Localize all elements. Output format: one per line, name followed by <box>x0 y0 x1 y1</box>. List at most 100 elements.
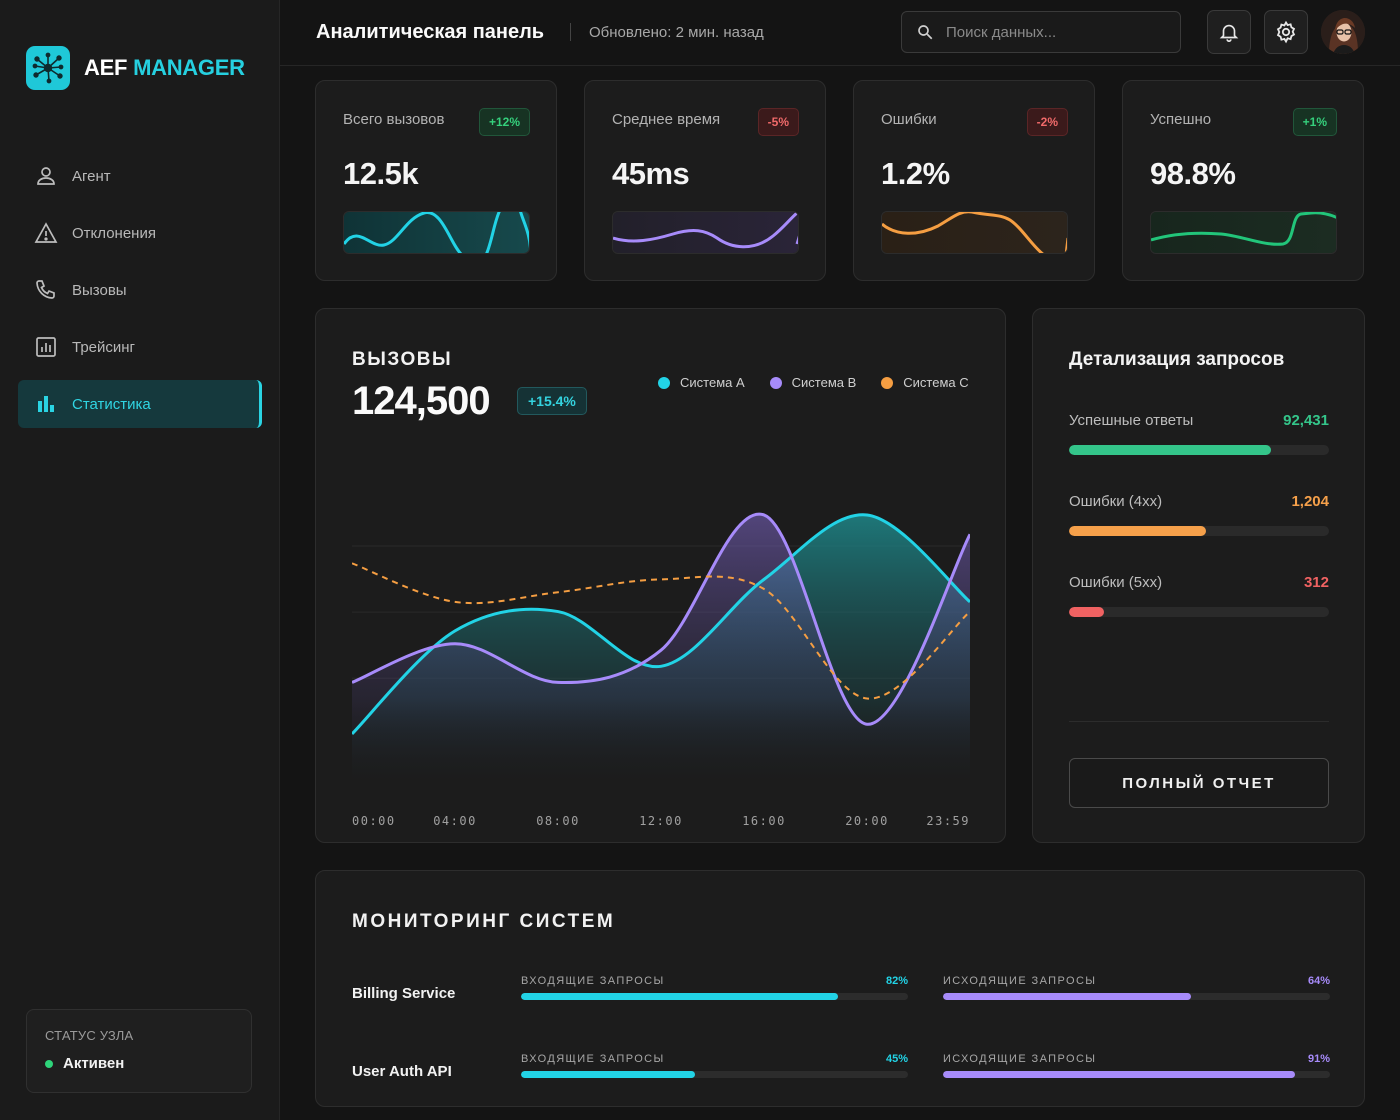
legend-dot-icon <box>881 376 894 389</box>
request-details-card: Детализация запросов Успешные ответы 92,4… <box>1032 308 1365 843</box>
incoming-track <box>521 1071 908 1078</box>
app-name-part2: MANAGER <box>133 55 245 80</box>
top-header: Аналитическая панель Обновлено: 2 мин. н… <box>280 0 1400 66</box>
incoming-label: ВХОДЯЩИЕ ЗАПРОСЫ <box>521 1053 665 1065</box>
legend-label: Система B <box>791 375 857 390</box>
warning-icon <box>34 222 58 243</box>
incoming-fill <box>521 993 839 1000</box>
kpi-card-success[interactable]: Успешно +1% 98.8% <box>1122 80 1364 281</box>
user-avatar[interactable] <box>1321 10 1365 54</box>
sidebar-item-label: Статистика <box>72 395 151 413</box>
sidebar-item-deviations[interactable]: Отклонения <box>18 209 262 257</box>
service-row[interactable]: User Auth API ВХОДЯЩИЕ ЗАПРОСЫ 45% ИСХОДЯЩИ… <box>352 1053 1332 1093</box>
chart-legend: Система A Система B Система C <box>658 375 969 390</box>
app-logo[interactable]: AEF MANAGER <box>26 46 245 90</box>
calls-chart-card: ВЫЗОВЫ 124,500 +15.4% Система A Система … <box>315 308 1006 843</box>
sidebar-item-label: Вызовы <box>72 281 127 299</box>
node-status-card: СТАТУС УЗЛА Активен <box>26 1009 252 1093</box>
x-tick-label: 23:59 <box>926 814 970 828</box>
notifications-button[interactable] <box>1207 10 1251 54</box>
detail-row-label: Ошибки (4xx) <box>1069 493 1163 510</box>
x-tick-label: 16:00 <box>742 814 786 828</box>
incoming-percent: 82% <box>885 975 908 987</box>
kpi-delta-badge: -5% <box>757 108 799 136</box>
x-tick-label: 08:00 <box>536 814 580 828</box>
kpi-label: Ошибки <box>881 111 937 128</box>
node-status-value: Активен <box>45 1055 233 1072</box>
detail-row-label: Ошибки (5xx) <box>1069 574 1163 591</box>
outgoing-label: ИСХОДЯЩИЕ ЗАПРОСЫ <box>943 1053 1097 1065</box>
series-system-a-line[interactable] <box>352 513 970 735</box>
detail-row-value: 1,204 <box>1291 493 1329 510</box>
network-logo-icon <box>26 46 70 90</box>
detail-progress-fill <box>1069 526 1206 536</box>
gear-icon <box>1276 20 1296 44</box>
legend-dot-icon <box>658 376 670 389</box>
kpi-card-errors[interactable]: Ошибки -2% 1.2% <box>853 80 1095 281</box>
app-name-part1: AEF <box>84 55 128 80</box>
outgoing-fill <box>943 1071 1296 1078</box>
kpi-label: Успешно <box>1150 111 1212 128</box>
details-title: Детализация запросов <box>1069 349 1285 370</box>
outgoing-percent: 91% <box>1307 1053 1330 1065</box>
sidebar-item-agent[interactable]: Агент <box>18 152 262 200</box>
x-tick-label: 20:00 <box>845 814 889 828</box>
kpi-value: 98.8% <box>1150 156 1236 191</box>
calls-total: 124,500 <box>352 379 491 423</box>
app-name: AEF MANAGER <box>84 55 245 81</box>
x-tick-label: 12:00 <box>639 814 683 828</box>
kpi-label: Всего вызовов <box>343 111 445 128</box>
outgoing-requests-meter: ИСХОДЯЩИЕ ЗАПРОСЫ 64% <box>943 975 1330 1000</box>
legend-label: Система A <box>680 375 745 390</box>
sidebar-item-label: Отклонения <box>72 224 156 242</box>
legend-item-system-b[interactable]: Система B <box>769 375 857 390</box>
sidebar: AEF MANAGER Агент Отклонения Вызовы Трейс… <box>0 0 280 1120</box>
x-tick-label: 00:00 <box>352 814 396 828</box>
incoming-track <box>521 993 908 1000</box>
systems-monitoring-card: МОНИТОРИНГ СИСТЕМ Billing Service ВХОДЯЩИ… <box>315 870 1365 1107</box>
legend-item-system-c[interactable]: Система C <box>881 375 969 390</box>
detail-row: Ошибки (5xx) 312 <box>1069 574 1329 617</box>
status-dot-icon <box>45 1059 53 1068</box>
legend-item-system-a[interactable]: Система A <box>658 375 745 390</box>
node-status-label: СТАТУС УЗЛА <box>45 1028 134 1043</box>
user-icon <box>37 167 55 185</box>
outgoing-percent: 64% <box>1307 975 1330 987</box>
kpi-card-total-calls[interactable]: Всего вызовов +12% 12.5k <box>315 80 557 281</box>
phone-icon <box>36 280 55 299</box>
sidebar-item-calls[interactable]: Вызовы <box>18 266 262 314</box>
outgoing-track <box>943 1071 1330 1078</box>
details-divider <box>1069 721 1329 722</box>
settings-button[interactable] <box>1264 10 1308 54</box>
page-title: Аналитическая панель <box>316 21 545 43</box>
outgoing-requests-meter: ИСХОДЯЩИЕ ЗАПРОСЫ 91% <box>943 1053 1330 1078</box>
outgoing-fill <box>943 993 1191 1000</box>
series-system-b-line[interactable] <box>352 512 970 726</box>
calls-title: ВЫЗОВЫ <box>352 349 453 370</box>
detail-progress-fill <box>1069 445 1271 455</box>
kpi-value: 45ms <box>612 156 690 191</box>
detail-progress-track <box>1069 526 1329 536</box>
sidebar-item-label: Агент <box>72 167 111 185</box>
search-input[interactable] <box>946 23 1166 41</box>
calls-delta-badge: +15.4% <box>517 387 587 415</box>
sidebar-item-tracing[interactable]: Трейсинг <box>18 323 262 371</box>
incoming-fill <box>521 1071 696 1078</box>
series-system-c-line[interactable] <box>352 562 970 700</box>
detail-row-label: Успешные ответы <box>1069 412 1194 429</box>
service-name: Billing Service <box>352 985 456 1002</box>
kpi-delta-badge: -2% <box>1026 108 1068 136</box>
incoming-requests-meter: ВХОДЯЩИЕ ЗАПРОСЫ 82% <box>521 975 908 1000</box>
detail-row-value: 92,431 <box>1283 412 1329 429</box>
sidebar-item-statistics[interactable]: Статистика <box>18 380 262 428</box>
kpi-card-avg-time[interactable]: Среднее время -5% 45ms <box>584 80 826 281</box>
outgoing-track <box>943 993 1330 1000</box>
full-report-button[interactable]: ПОЛНЫЙ ОТЧЕТ <box>1069 758 1329 808</box>
service-row[interactable]: Billing Service ВХОДЯЩИЕ ЗАПРОСЫ 82% ИСХОДЯ… <box>352 975 1332 1015</box>
bell-icon <box>1219 24 1239 42</box>
title-divider <box>570 23 571 41</box>
detail-progress-track <box>1069 445 1329 455</box>
incoming-percent: 45% <box>885 1053 908 1065</box>
kpi-value: 12.5k <box>343 156 419 191</box>
detail-row: Успешные ответы 92,431 <box>1069 412 1329 455</box>
